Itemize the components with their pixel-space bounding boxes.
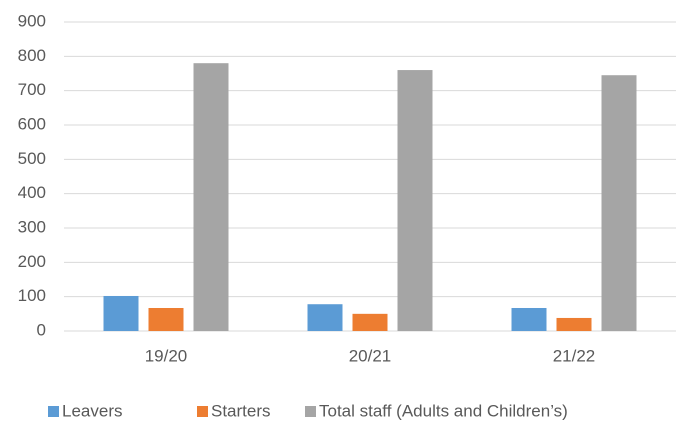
bar — [307, 304, 343, 331]
y-tick-label: 900 — [18, 11, 46, 30]
legend-swatch — [48, 406, 59, 417]
legend-label: Total staff (Adults and Children’s) — [319, 401, 568, 420]
x-tick-label: 19/20 — [145, 346, 188, 365]
bar — [148, 307, 184, 331]
y-tick-label: 100 — [18, 286, 46, 305]
bar — [103, 295, 139, 331]
legend-swatch — [197, 406, 208, 417]
bar — [397, 70, 433, 332]
y-tick-label: 800 — [18, 46, 46, 65]
y-tick-label: 600 — [18, 114, 46, 133]
bar — [601, 75, 637, 331]
y-tick-label: 500 — [18, 149, 46, 168]
bar — [511, 307, 547, 331]
x-tick-label: 21/22 — [553, 346, 596, 365]
y-tick-label: 0 — [37, 320, 46, 339]
y-tick-label: 700 — [18, 80, 46, 99]
y-tick-label: 200 — [18, 252, 46, 271]
y-tick-label: 300 — [18, 217, 46, 236]
bar — [352, 313, 388, 331]
bar — [193, 63, 229, 331]
legend-label: Starters — [211, 401, 271, 420]
y-tick-label: 400 — [18, 183, 46, 202]
legend-swatch — [305, 406, 316, 417]
x-tick-label: 20/21 — [349, 346, 392, 365]
legend-label: Leavers — [62, 401, 122, 420]
bar — [556, 317, 592, 331]
